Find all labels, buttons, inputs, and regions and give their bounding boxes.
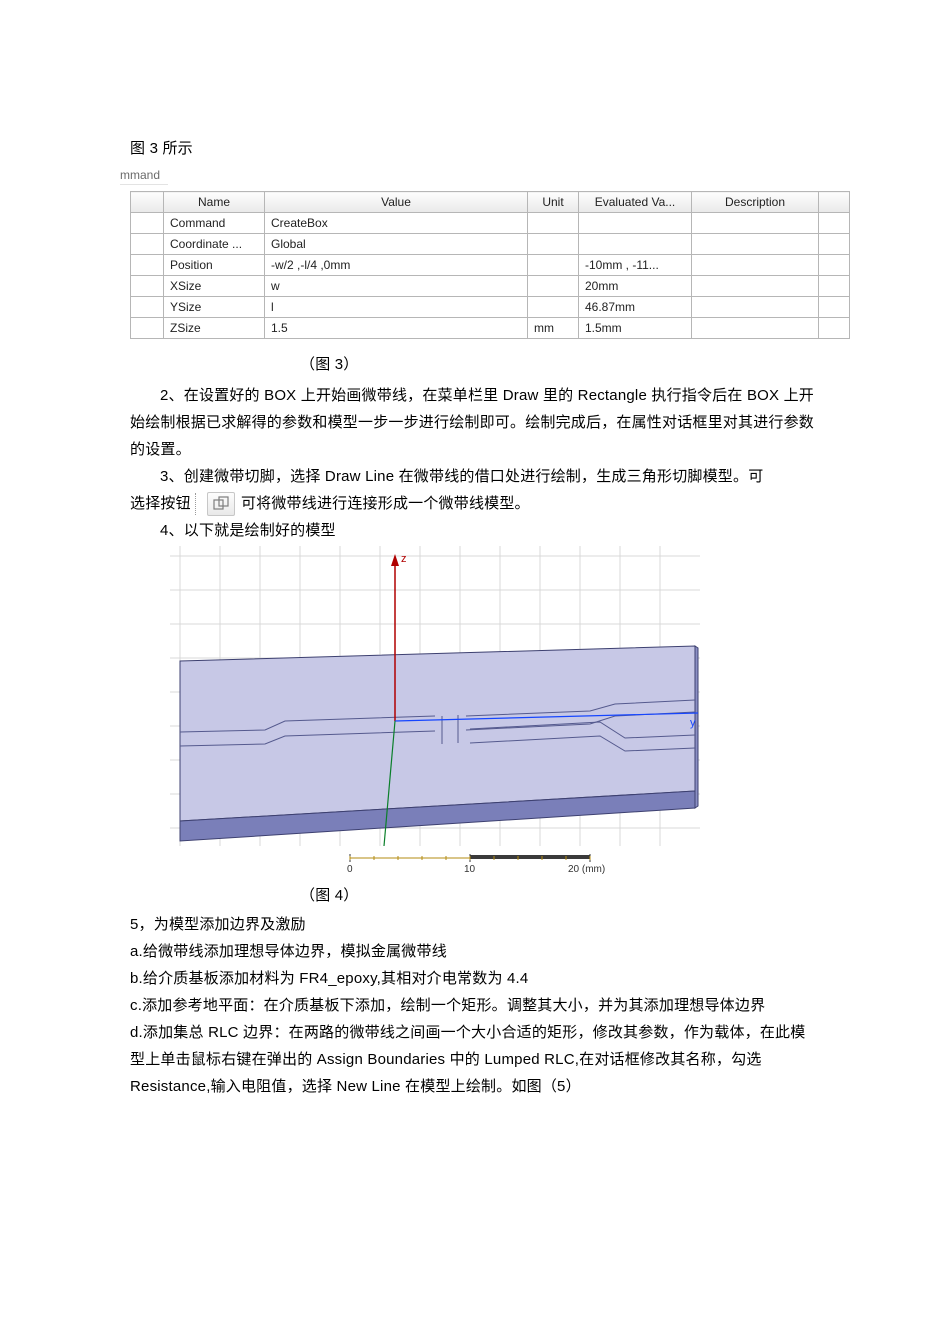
cell: w <box>265 276 528 297</box>
model-svg: z y 0 10 20 (mm) <box>170 546 700 876</box>
cell <box>528 213 579 234</box>
cell: 1.5 <box>265 318 528 339</box>
cell: 20mm <box>579 276 692 297</box>
table-header-row: Name Value Unit Evaluated Va... Descript… <box>131 192 850 213</box>
cell <box>579 213 692 234</box>
cell <box>692 297 819 318</box>
cell: Global <box>265 234 528 255</box>
cell <box>528 234 579 255</box>
cell: -w/2 ,-l/4 ,0mm <box>265 255 528 276</box>
sec5-c: c.添加参考地平面：在介质基板下添加，绘制一个矩形。调整其大小，并为其添加理想导… <box>130 992 820 1019</box>
sec5-title: 5，为模型添加边界及激励 <box>130 911 820 938</box>
model-figure: z y 0 10 20 (mm) <box>170 546 700 876</box>
table-row[interactable]: ZSize1.5mm1.5mm <box>131 318 850 339</box>
cell <box>692 276 819 297</box>
cell: mm <box>528 318 579 339</box>
col-eval: Evaluated Va... <box>579 192 692 213</box>
toolbar-separator <box>195 493 199 515</box>
intro-line: 图 3 所示 <box>130 135 820 162</box>
fig3-caption: （图 3） <box>130 351 820 378</box>
cell <box>131 234 164 255</box>
property-table: Name Value Unit Evaluated Va... Descript… <box>130 191 850 339</box>
cell: Command <box>164 213 265 234</box>
svg-text:y: y <box>690 717 696 729</box>
cell <box>131 255 164 276</box>
cell <box>131 276 164 297</box>
cell: Coordinate ... <box>164 234 265 255</box>
para3b-lead: 选择按钮 <box>130 495 191 512</box>
cell <box>528 255 579 276</box>
cell <box>819 318 850 339</box>
cell <box>131 318 164 339</box>
tab-label: mmand <box>120 168 168 185</box>
cell: 46.87mm <box>579 297 692 318</box>
unite-icon <box>212 495 230 513</box>
cell <box>131 297 164 318</box>
unite-button[interactable] <box>207 492 235 516</box>
cell <box>819 297 850 318</box>
col-value: Value <box>265 192 528 213</box>
cell <box>579 234 692 255</box>
cell: l <box>265 297 528 318</box>
svg-text:10: 10 <box>464 864 476 875</box>
paragraph-3a: 3、创建微带切脚，选择 Draw Line 在微带线的借口处进行绘制，生成三角形… <box>130 463 820 490</box>
cell <box>692 255 819 276</box>
cell: CreateBox <box>265 213 528 234</box>
cell <box>819 213 850 234</box>
table-row[interactable]: YSizel 46.87mm <box>131 297 850 318</box>
cell: ZSize <box>164 318 265 339</box>
table-row[interactable]: XSizew 20mm <box>131 276 850 297</box>
para3b-tail: 可将微带线进行连接形成一个微带线模型。 <box>241 495 530 512</box>
cell <box>819 255 850 276</box>
table-row[interactable]: Coordinate ...Global <box>131 234 850 255</box>
cell <box>819 276 850 297</box>
cell <box>528 297 579 318</box>
cell: 1.5mm <box>579 318 692 339</box>
cell: XSize <box>164 276 265 297</box>
cell <box>528 276 579 297</box>
paragraph-2: 2、在设置好的 BOX 上开始画微带线，在菜单栏里 Draw 里的 Rectan… <box>130 382 820 463</box>
col-blank <box>131 192 164 213</box>
col-name: Name <box>164 192 265 213</box>
sec5-b: b.给介质基板添加材料为 FR4_epoxy,其相对介电常数为 4.4 <box>130 965 820 992</box>
paragraph-3b: 选择按钮 可将微带线进行连接形成一个微带线模型。 <box>130 490 820 517</box>
col-tail <box>819 192 850 213</box>
fig4-caption: （图 4） <box>130 882 820 909</box>
cell <box>819 234 850 255</box>
col-unit: Unit <box>528 192 579 213</box>
svg-text:20 (mm): 20 (mm) <box>568 864 605 875</box>
cell <box>692 318 819 339</box>
cell <box>692 213 819 234</box>
cell <box>131 213 164 234</box>
table-row[interactable]: CommandCreateBox <box>131 213 850 234</box>
cell: Position <box>164 255 265 276</box>
cell: YSize <box>164 297 265 318</box>
cell: -10mm , -11... <box>579 255 692 276</box>
svg-text:0: 0 <box>347 864 353 875</box>
svg-text:z: z <box>401 553 407 565</box>
table-row[interactable]: Position-w/2 ,-l/4 ,0mm -10mm , -11... <box>131 255 850 276</box>
property-table-wrap: Name Value Unit Evaluated Va... Descript… <box>130 191 820 339</box>
col-desc: Description <box>692 192 819 213</box>
sec5-a: a.给微带线添加理想导体边界，模拟金属微带线 <box>130 938 820 965</box>
sec5-d: d.添加集总 RLC 边界：在两路的微带线之间画一个大小合适的矩形，修改其参数，… <box>130 1019 820 1100</box>
paragraph-4: 4、以下就是绘制好的模型 <box>130 517 820 544</box>
cell <box>692 234 819 255</box>
